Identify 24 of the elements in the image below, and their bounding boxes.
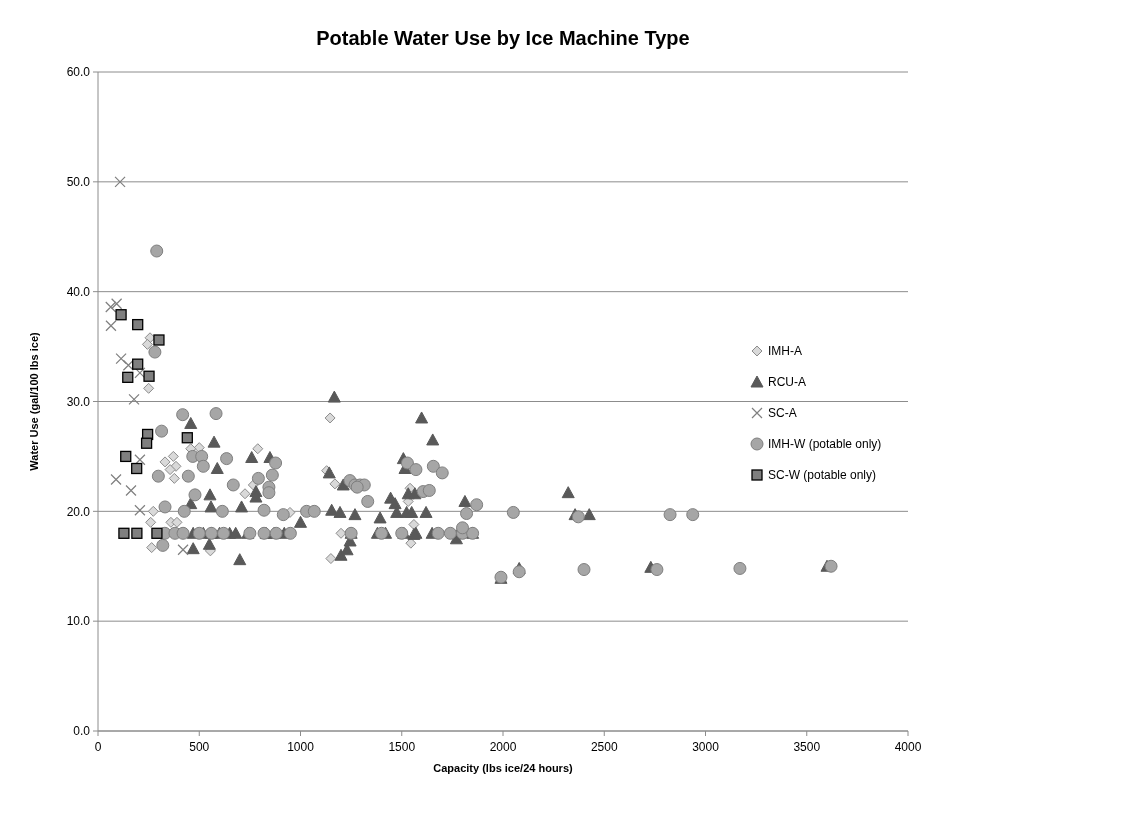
x-tick-label: 3000 bbox=[692, 740, 720, 754]
x-tick-label: 2000 bbox=[489, 740, 517, 754]
chart-title: Potable Water Use by Ice Machine Type bbox=[316, 27, 690, 49]
x-tick-label: 1000 bbox=[287, 740, 315, 754]
y-tick-label: 60.0 bbox=[66, 65, 91, 80]
y-tick-label: 30.0 bbox=[66, 394, 91, 409]
x-tick-label: 1500 bbox=[388, 740, 416, 754]
x-axis-title: Capacity (lbs ice/24 hours) bbox=[433, 762, 574, 774]
x-tick-label: 500 bbox=[189, 740, 210, 754]
legend-label: SC-W (potable only) bbox=[768, 468, 877, 483]
y-tick-label: 40.0 bbox=[66, 284, 91, 299]
x-tick-label: 4000 bbox=[894, 740, 922, 754]
y-tick-label: 0.0 bbox=[73, 724, 91, 739]
y-axis-title: Water Use (gal/100 lbs ice) bbox=[28, 331, 40, 471]
x-tick-label: 0 bbox=[94, 740, 102, 754]
legend-label: SC-A bbox=[768, 406, 797, 421]
y-tick-label: 50.0 bbox=[66, 175, 91, 190]
y-tick-label: 20.0 bbox=[66, 504, 91, 519]
y-tick-label: 10.0 bbox=[66, 614, 91, 629]
legend-label: IMH-W (potable only) bbox=[768, 437, 882, 452]
legend-label: RCU-A bbox=[768, 375, 806, 390]
legend-label: IMH-A bbox=[768, 344, 802, 359]
x-tick-label: 2500 bbox=[590, 740, 618, 754]
x-tick-label: 3500 bbox=[793, 740, 821, 754]
